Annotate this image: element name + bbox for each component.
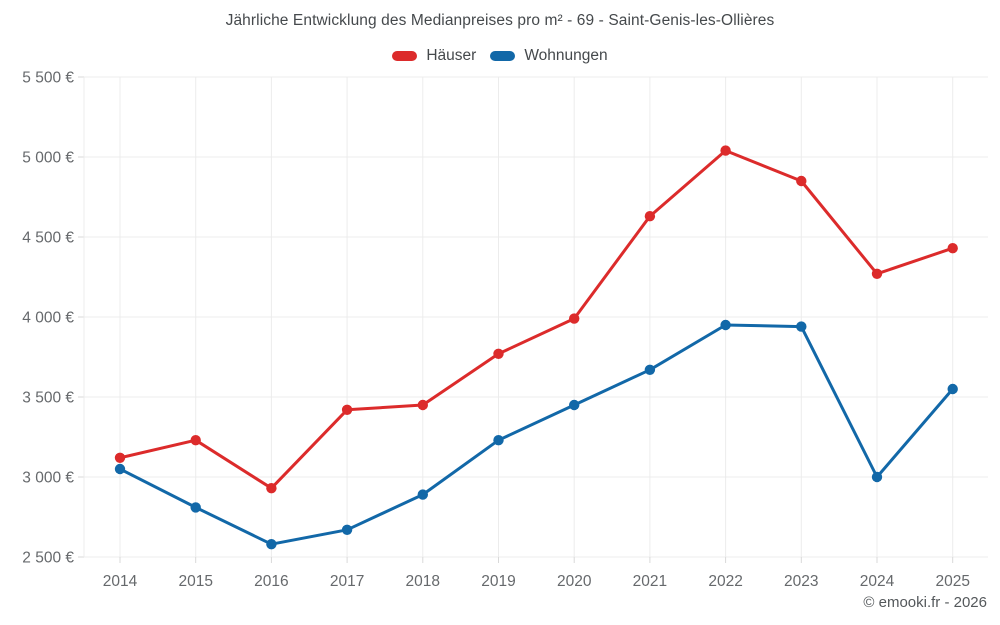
legend-swatch-haeuser-icon bbox=[392, 51, 418, 61]
x-tick-label: 2018 bbox=[406, 573, 440, 590]
data-point-wohnungen-2019[interactable] bbox=[493, 435, 504, 446]
data-point-häuser-2018[interactable] bbox=[417, 399, 428, 411]
x-tick-label: 2016 bbox=[254, 573, 288, 590]
footer-credit: © emooki.fr - 2026 bbox=[863, 594, 987, 611]
y-tick-label: 5 500 € bbox=[22, 70, 74, 87]
data-point-häuser-2017[interactable] bbox=[341, 404, 353, 415]
data-point-häuser-2014[interactable] bbox=[114, 452, 126, 463]
data-point-häuser-2025[interactable] bbox=[947, 243, 958, 254]
series-line-häuser bbox=[118, 149, 955, 490]
y-tick-label: 3 000 € bbox=[22, 470, 74, 487]
data-point-häuser-2024[interactable] bbox=[871, 268, 883, 279]
y-tick-label: 2 500 € bbox=[22, 550, 74, 567]
data-point-häuser-2019[interactable] bbox=[493, 348, 504, 359]
x-tick-label: 2017 bbox=[330, 573, 364, 590]
data-point-wohnungen-2015[interactable] bbox=[190, 502, 201, 513]
y-tick-label: 5 000 € bbox=[22, 150, 74, 167]
y-tick-label: 4 000 € bbox=[22, 310, 74, 327]
x-tick-label: 2022 bbox=[708, 573, 742, 590]
data-point-wohnungen-2016[interactable] bbox=[266, 539, 277, 550]
chart-title: Jährliche Entwicklung des Medianpreises … bbox=[225, 12, 775, 29]
data-point-häuser-2022[interactable] bbox=[720, 145, 731, 156]
data-point-häuser-2021[interactable] bbox=[644, 211, 656, 222]
data-point-wohnungen-2020[interactable] bbox=[569, 399, 580, 411]
data-point-wohnungen-2021[interactable] bbox=[644, 364, 656, 375]
data-point-häuser-2016[interactable] bbox=[266, 483, 277, 494]
y-tick-label: 4 500 € bbox=[22, 230, 74, 247]
legend-label-wohnungen: Wohnungen bbox=[524, 47, 608, 64]
data-point-häuser-2020[interactable] bbox=[569, 313, 580, 324]
x-tick-label: 2015 bbox=[178, 573, 212, 590]
x-tick-label: 2014 bbox=[103, 573, 138, 590]
legend-item-haeuser[interactable]: Häuser bbox=[392, 47, 476, 65]
y-tick-label: 3 500 € bbox=[22, 390, 74, 407]
x-tick-label: 2021 bbox=[633, 573, 667, 590]
chart-legend: Häuser Wohnungen bbox=[0, 47, 1000, 65]
data-point-wohnungen-2023[interactable] bbox=[796, 321, 807, 332]
legend-item-wohnungen[interactable]: Wohnungen bbox=[490, 47, 608, 65]
legend-label-haeuser: Häuser bbox=[426, 47, 477, 64]
x-tick-label: 2025 bbox=[935, 573, 969, 590]
x-tick-label: 2023 bbox=[784, 573, 818, 590]
data-point-wohnungen-2017[interactable] bbox=[341, 524, 353, 535]
data-point-wohnungen-2018[interactable] bbox=[417, 489, 428, 500]
data-point-wohnungen-2022[interactable] bbox=[720, 319, 731, 331]
data-point-wohnungen-2025[interactable] bbox=[947, 383, 958, 395]
x-tick-label: 2024 bbox=[860, 573, 895, 590]
data-point-wohnungen-2014[interactable] bbox=[114, 463, 126, 475]
legend-swatch-wohnungen-icon bbox=[490, 51, 516, 61]
data-point-häuser-2023[interactable] bbox=[796, 175, 807, 187]
x-tick-label: 2020 bbox=[557, 573, 592, 590]
data-point-häuser-2015[interactable] bbox=[190, 435, 201, 446]
series-line-wohnungen bbox=[118, 323, 955, 546]
data-point-wohnungen-2024[interactable] bbox=[871, 471, 883, 483]
x-tick-label: 2019 bbox=[481, 573, 515, 590]
